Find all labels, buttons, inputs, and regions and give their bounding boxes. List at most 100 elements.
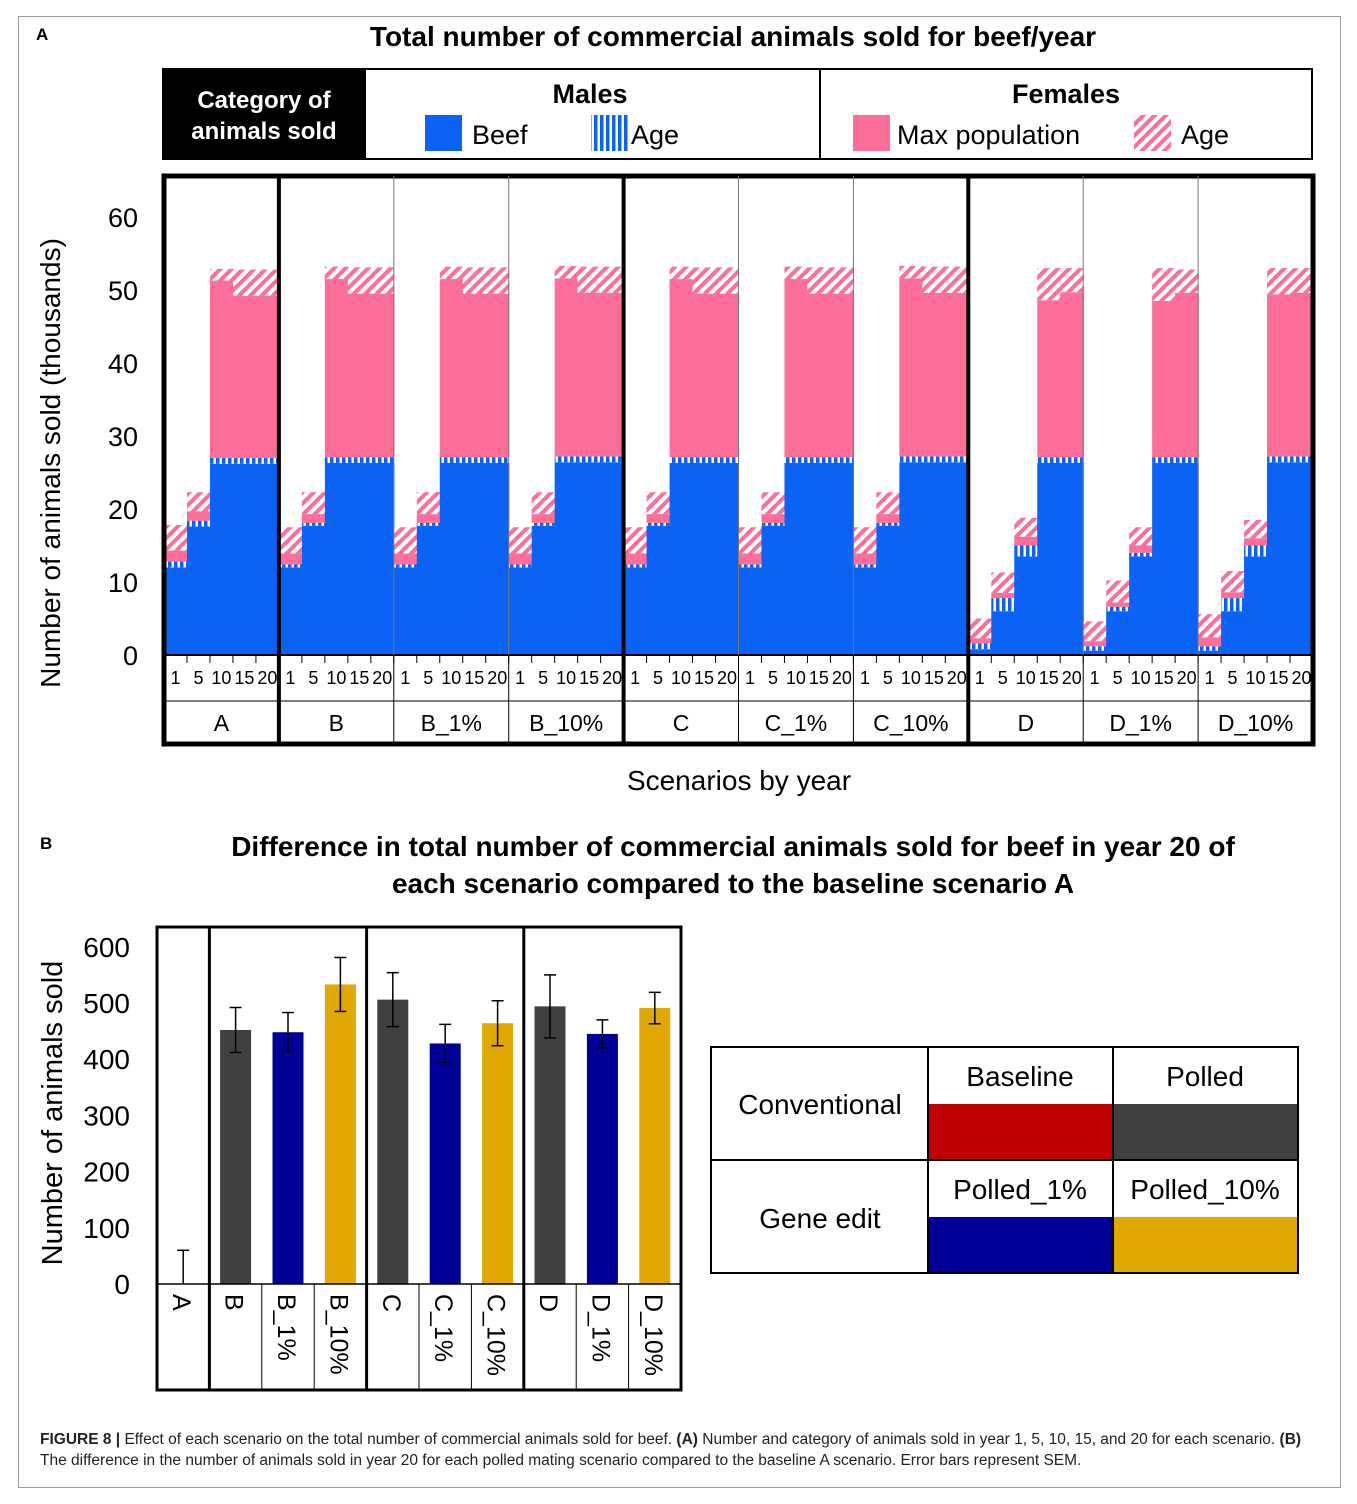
- bar-segment-female-age: [531, 492, 556, 515]
- x-year-tick-label: 5: [1228, 668, 1238, 688]
- bar-segment-male-age: [738, 564, 763, 568]
- bar-segment-female-age: [164, 525, 188, 551]
- bar-segment-female-age: [1290, 268, 1314, 293]
- bar-segment-max-population: [899, 278, 923, 457]
- bar-segment-male-age: [784, 457, 809, 464]
- bar-segment-beef: [1152, 463, 1176, 655]
- bar-segment-beef: [370, 463, 395, 655]
- x-scenario-label: B: [329, 710, 344, 736]
- bar-segment-female-age: [1014, 517, 1038, 537]
- bar-segment-beef: [1106, 611, 1130, 655]
- x-year-tick-label: 15: [1154, 668, 1174, 688]
- panel-a-y-tick-label: 20: [108, 495, 138, 525]
- x-scenario-label: A: [214, 710, 230, 736]
- bar-segment-beef: [209, 463, 234, 655]
- panel-a-y-tick-label: 0: [123, 641, 138, 671]
- bar-segment-female-age: [876, 492, 900, 515]
- bar-segment-beef: [531, 525, 556, 655]
- bar-segment-female-age: [1221, 571, 1245, 593]
- panel-b-y-tick-label: 300: [83, 1100, 130, 1131]
- bar-segment-female-age: [1083, 621, 1107, 642]
- legend-cell-polled1-label: Polled_1%: [953, 1174, 1087, 1205]
- x-scenario-label: C_10%: [873, 710, 948, 736]
- bar-segment-beef: [1129, 556, 1153, 655]
- legend-cell-baseline-swatch: [929, 1104, 1112, 1159]
- bar-segment-beef: [1037, 463, 1061, 655]
- x-year-tick-label: 20: [947, 668, 967, 688]
- bar-segment-beef: [301, 525, 326, 655]
- bar-segment-max-population: [761, 514, 786, 523]
- bar-segment-female-age: [1175, 269, 1199, 293]
- bar-segment-male-age: [508, 564, 533, 568]
- bar-segment-male-age: [1221, 598, 1245, 612]
- x-year-tick-label: 20: [372, 668, 392, 688]
- bar-segment-max-population: [876, 514, 900, 523]
- bar-segment-female-age: [1152, 268, 1176, 301]
- bar-segment-female-age: [439, 266, 464, 280]
- bar-segment-male-age: [393, 564, 418, 568]
- legend-males-title: Males: [552, 79, 627, 109]
- bar-segment-female-age: [209, 268, 234, 281]
- panel-a-x-axis-label: Scenarios by year: [627, 765, 851, 796]
- x-year-tick-label: 5: [423, 668, 433, 688]
- bar-segment-female-age: [347, 267, 372, 294]
- panel-a-y-tick-label: 40: [108, 349, 138, 379]
- legend-maxpop-label: Max population: [897, 120, 1080, 150]
- bar-segment-max-population: [807, 293, 832, 458]
- bar-segment-beef: [1083, 650, 1107, 655]
- x-year-tick-label: 20: [1291, 668, 1311, 688]
- bar-segment-male-age: [623, 564, 648, 568]
- bar-segment-beef: [1060, 463, 1084, 655]
- bar-segment-female-age: [485, 267, 510, 294]
- bar-segment-beef: [761, 525, 786, 655]
- bar-segment-male-age: [1129, 552, 1153, 557]
- bar-segment-female-age: [738, 527, 763, 554]
- bar-segment-beef: [623, 567, 648, 655]
- bar-segment-max-population: [416, 514, 441, 523]
- bar-segment-beef: [255, 463, 280, 655]
- bar-segment-male-age: [324, 457, 349, 464]
- bar-segment-beef: [1244, 556, 1268, 655]
- bar-segment-beef: [600, 462, 625, 655]
- bar-segment-male-age: [1037, 457, 1061, 464]
- x-year-tick-label: 10: [326, 668, 346, 688]
- figure-frame: [18, 16, 1341, 1488]
- x-year-tick-label: 1: [400, 668, 410, 688]
- legend-beef-swatch: [425, 115, 462, 151]
- bar-segment-female-age: [807, 267, 832, 294]
- panel-a-y-axis-label: Number of animals sold (thousands): [35, 238, 66, 688]
- x-year-tick-label: 10: [786, 668, 806, 688]
- panel-b-y-tick-label: 0: [114, 1269, 130, 1300]
- bar-segment-max-population: [347, 293, 372, 458]
- x-scenario-label: C: [673, 710, 690, 736]
- bar-segment-beef: [416, 525, 441, 655]
- x-year-tick-label: 10: [1016, 668, 1036, 688]
- bar-segment-female-age: [692, 267, 717, 294]
- panel-a-legend: Category of animals sold Males Females B…: [162, 68, 1313, 160]
- bar-segment-beef: [324, 463, 349, 655]
- caption-text-3: The difference in the number of animals …: [40, 1452, 1082, 1469]
- bar-segment-female-age: [1244, 519, 1268, 539]
- bar-segment-max-population: [1060, 292, 1084, 458]
- bar-segment-male-age: [1106, 606, 1130, 612]
- bar-segment-female-age: [1060, 268, 1084, 293]
- bar-segment-max-population: [393, 553, 418, 565]
- bar-segment-male-age: [554, 456, 579, 463]
- bar-segment-max-population: [439, 279, 464, 458]
- bar-segment-max-population: [945, 292, 969, 457]
- bar-segment-male-age: [1083, 646, 1107, 651]
- bar-segment-female-age: [508, 527, 533, 554]
- bar-segment-male-age: [531, 522, 556, 526]
- bar-segment-max-population: [738, 553, 763, 565]
- x-year-tick-label: 5: [883, 668, 893, 688]
- bar-segment-beef: [991, 611, 1015, 655]
- panel-b-legend-table: Conventional Gene edit Baseline Polled P…: [710, 1046, 1299, 1274]
- bar-segment-max-population: [623, 553, 648, 565]
- bar-segment-female-age: [600, 266, 625, 293]
- bar-segment-max-population: [692, 293, 717, 458]
- bar-segment-male-age: [761, 522, 786, 526]
- bar-segment-max-population: [186, 511, 211, 521]
- bar-segment-male-age: [1198, 646, 1222, 651]
- x-category-label: B_10%: [324, 1294, 352, 1375]
